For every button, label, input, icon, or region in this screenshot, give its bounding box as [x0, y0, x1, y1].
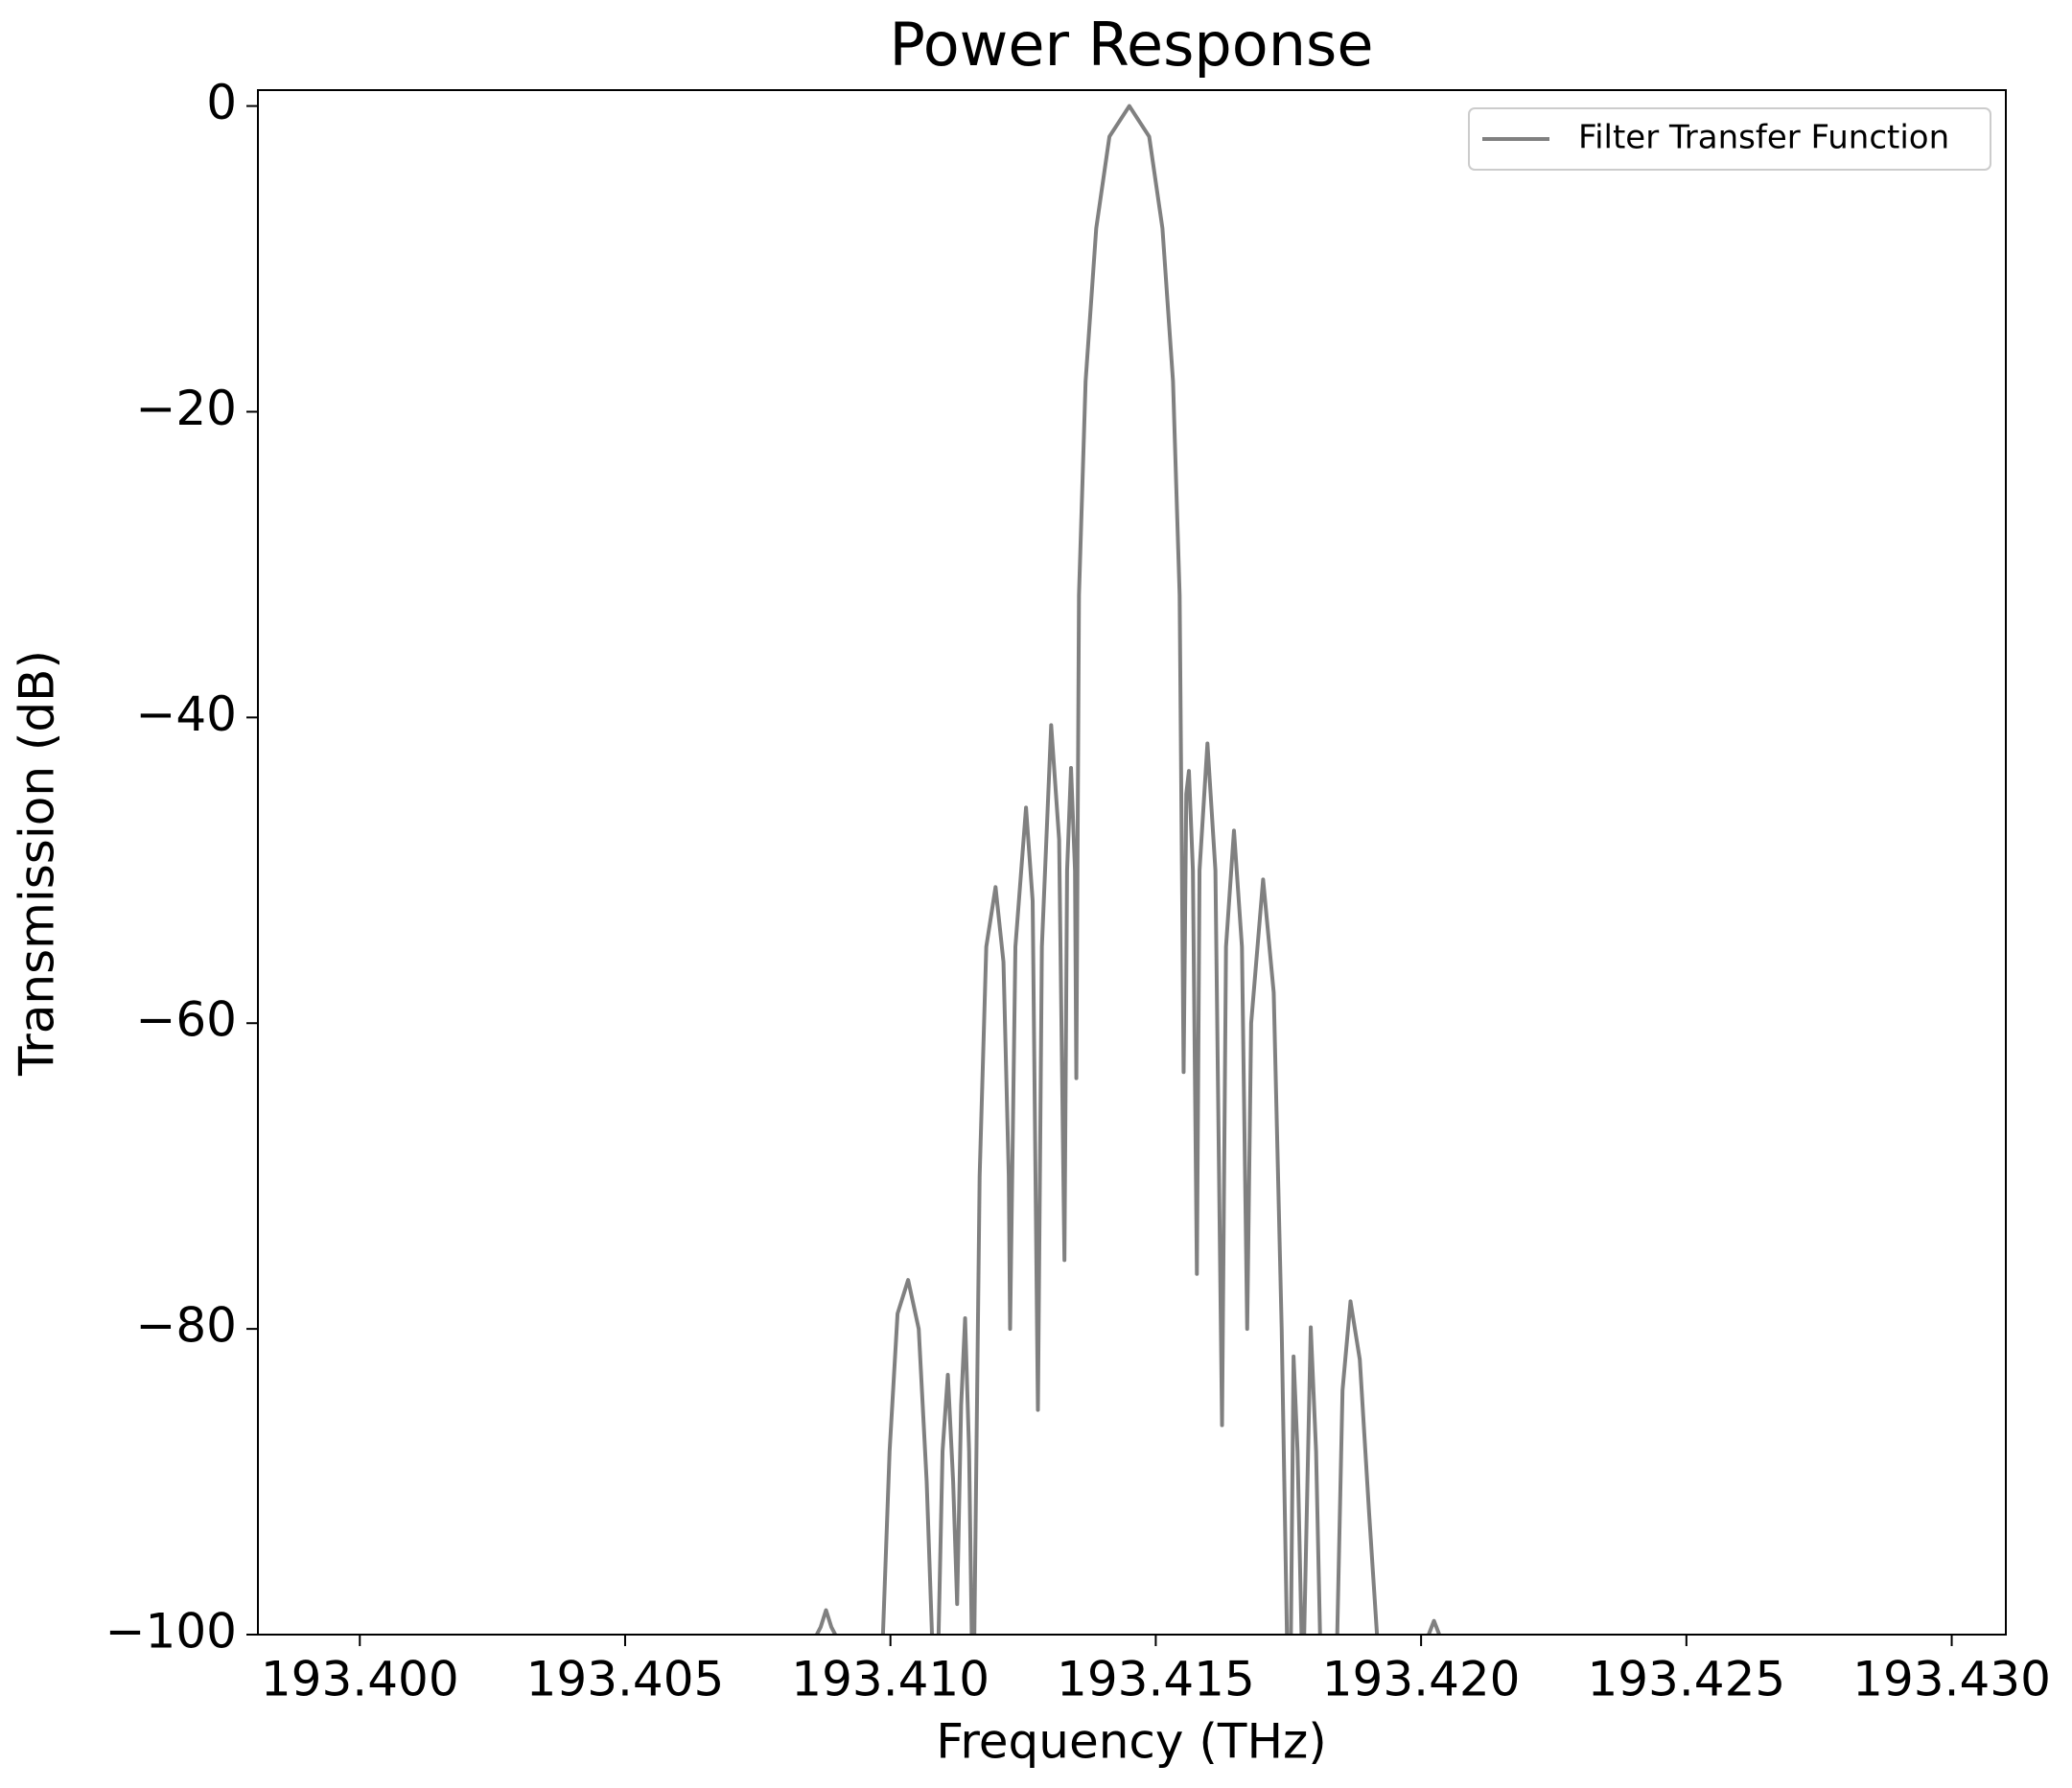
- series-line: [815, 104, 1441, 1635]
- x-tick-label: 193.430: [1852, 1652, 2051, 1707]
- x-tick-label: 193.415: [1057, 1652, 1255, 1707]
- x-tick-label: 193.400: [261, 1652, 459, 1707]
- x-tick-label: 193.425: [1587, 1652, 1785, 1707]
- x-tick-label: 193.420: [1322, 1652, 1521, 1707]
- y-tick-label: −20: [135, 381, 237, 436]
- legend-label: Filter Transfer Function: [1578, 119, 1949, 157]
- chart-title: Power Response: [890, 10, 1374, 80]
- x-tick-label: 193.405: [526, 1652, 725, 1707]
- y-tick-label: 0: [206, 75, 237, 130]
- y-axis-label: Transmission (dB): [10, 650, 65, 1077]
- plot-area: [815, 104, 1441, 1635]
- y-tick-label: −80: [135, 1298, 237, 1354]
- axes-frame: [257, 89, 2007, 1636]
- y-tick-label: −60: [135, 992, 237, 1048]
- y-tick-label: −100: [105, 1604, 237, 1660]
- legend-box: [1468, 107, 1991, 171]
- x-tick-label: 193.410: [791, 1652, 989, 1707]
- y-tick-label: −40: [135, 686, 237, 742]
- x-axis-label: Frequency (THz): [936, 1714, 1327, 1770]
